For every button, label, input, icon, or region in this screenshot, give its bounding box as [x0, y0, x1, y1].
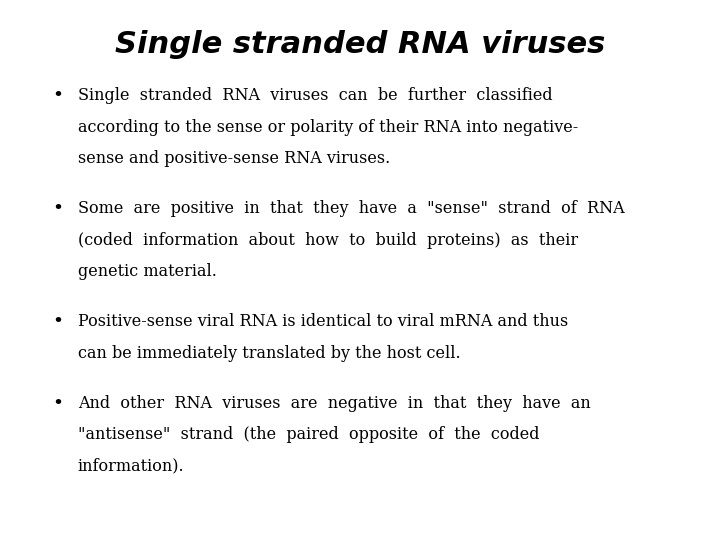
Text: according to the sense or polarity of their RNA into negative-: according to the sense or polarity of th… — [78, 119, 578, 136]
Text: sense and positive-sense RNA viruses.: sense and positive-sense RNA viruses. — [78, 150, 390, 167]
Text: genetic material.: genetic material. — [78, 263, 217, 280]
Text: •: • — [52, 200, 63, 218]
Text: Single stranded RNA viruses: Single stranded RNA viruses — [115, 30, 605, 59]
Text: (coded  information  about  how  to  build  proteins)  as  their: (coded information about how to build pr… — [78, 232, 578, 248]
Text: Positive-sense viral RNA is identical to viral mRNA and thus: Positive-sense viral RNA is identical to… — [78, 313, 568, 330]
Text: And  other  RNA  viruses  are  negative  in  that  they  have  an: And other RNA viruses are negative in th… — [78, 395, 590, 411]
Text: can be immediately translated by the host cell.: can be immediately translated by the hos… — [78, 345, 460, 361]
Text: Some  are  positive  in  that  they  have  a  "sense"  strand  of  RNA: Some are positive in that they have a "s… — [78, 200, 624, 217]
Text: information).: information). — [78, 457, 184, 474]
Text: •: • — [52, 395, 63, 413]
Text: Single  stranded  RNA  viruses  can  be  further  classified: Single stranded RNA viruses can be furth… — [78, 87, 552, 104]
Text: •: • — [52, 87, 63, 105]
Text: •: • — [52, 313, 63, 331]
Text: "antisense"  strand  (the  paired  opposite  of  the  coded: "antisense" strand (the paired opposite … — [78, 426, 539, 443]
